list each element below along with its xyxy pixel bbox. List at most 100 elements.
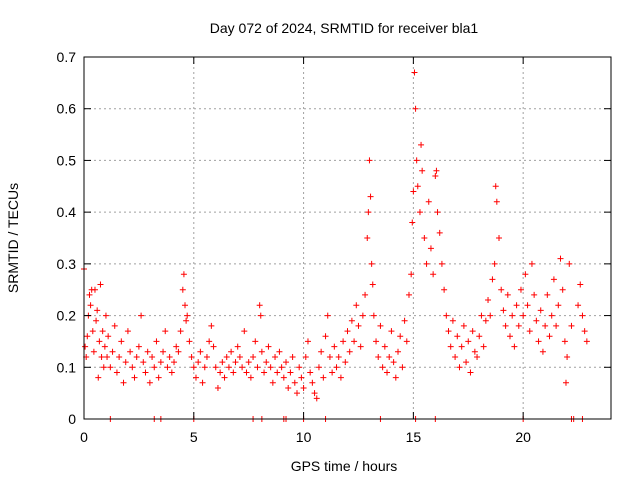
- data-point: [482, 317, 489, 324]
- data-point: [411, 69, 418, 76]
- data-point: [438, 260, 445, 267]
- data-point: [433, 167, 440, 174]
- data-point: [98, 353, 105, 360]
- data-point: [478, 312, 485, 319]
- data-point: [405, 291, 412, 298]
- data-point: [568, 322, 575, 329]
- data-point: [537, 307, 544, 314]
- data-point: [331, 343, 338, 350]
- data-point: [434, 209, 441, 216]
- data-point: [401, 317, 408, 324]
- data-point: [239, 364, 246, 371]
- data-point: [138, 312, 145, 319]
- data-point: [265, 343, 272, 350]
- data-point: [445, 328, 452, 335]
- data-point: [192, 374, 199, 381]
- y-tick-label: 0.3: [57, 256, 77, 272]
- data-point: [241, 328, 248, 335]
- data-point: [162, 328, 169, 335]
- data-point: [539, 348, 546, 355]
- data-point: [97, 281, 104, 288]
- data-point: [87, 302, 94, 309]
- data-point: [333, 364, 340, 371]
- data-point: [326, 353, 333, 360]
- data-point: [460, 322, 467, 329]
- data-point: [307, 369, 314, 376]
- data-point: [171, 359, 178, 366]
- data-point: [267, 364, 274, 371]
- data-point: [557, 255, 564, 262]
- data-point: [346, 348, 353, 355]
- data-point: [293, 390, 300, 397]
- data-point: [104, 353, 111, 360]
- data-point: [120, 379, 127, 386]
- data-point: [533, 317, 540, 324]
- y-tick-label: 0.6: [57, 101, 77, 117]
- data-point: [366, 157, 373, 164]
- data-point: [555, 302, 562, 309]
- data-point: [524, 302, 531, 309]
- data-point: [562, 379, 569, 386]
- data-point: [432, 172, 439, 179]
- data-point: [546, 333, 553, 340]
- data-point: [102, 312, 109, 319]
- data-point: [177, 328, 184, 335]
- data-point: [502, 322, 509, 329]
- data-point: [357, 343, 364, 350]
- data-point: [302, 353, 309, 360]
- data-point: [515, 322, 522, 329]
- data-point: [232, 359, 239, 366]
- data-point: [526, 328, 533, 335]
- data-point: [496, 235, 503, 241]
- data-point: [225, 364, 232, 371]
- data-point: [166, 353, 173, 360]
- data-point: [278, 364, 285, 371]
- data-point: [93, 317, 100, 324]
- data-point: [190, 364, 197, 371]
- data-point: [272, 353, 279, 360]
- data-point: [456, 364, 463, 371]
- data-point: [369, 281, 376, 288]
- data-point: [101, 343, 108, 350]
- data-point: [309, 379, 316, 386]
- x-tick-label: 15: [406, 429, 422, 445]
- data-point: [498, 286, 505, 293]
- data-point: [368, 260, 375, 267]
- data-point: [399, 364, 406, 371]
- data-point: [127, 348, 134, 355]
- data-point: [517, 286, 524, 293]
- data-point: [548, 312, 555, 319]
- data-point: [544, 291, 551, 298]
- data-point: [367, 193, 374, 200]
- data-point: [300, 384, 307, 391]
- data-point: [245, 359, 252, 366]
- data-point: [388, 328, 395, 335]
- data-point: [436, 229, 443, 236]
- data-point: [384, 369, 391, 376]
- data-point: [94, 307, 101, 314]
- data-point: [392, 374, 399, 381]
- data-point: [522, 271, 529, 278]
- data-point: [575, 302, 582, 309]
- data-point: [212, 364, 219, 371]
- data-point: [111, 322, 118, 329]
- data-point: [397, 333, 404, 340]
- data-point: [485, 297, 492, 304]
- y-tick-label: 0: [68, 411, 76, 427]
- data-point: [364, 235, 371, 241]
- data-point: [480, 343, 487, 350]
- data-point: [289, 353, 296, 360]
- data-point: [375, 353, 382, 360]
- data-point: [254, 364, 261, 371]
- data-point: [471, 348, 478, 355]
- data-point: [258, 348, 265, 355]
- data-point: [146, 379, 153, 386]
- data-point: [135, 343, 142, 350]
- data-point: [243, 369, 250, 376]
- data-point: [344, 328, 351, 335]
- data-point: [342, 359, 349, 366]
- data-point: [581, 328, 588, 335]
- data-point: [447, 343, 454, 350]
- data-points: [81, 69, 590, 422]
- data-point: [109, 348, 116, 355]
